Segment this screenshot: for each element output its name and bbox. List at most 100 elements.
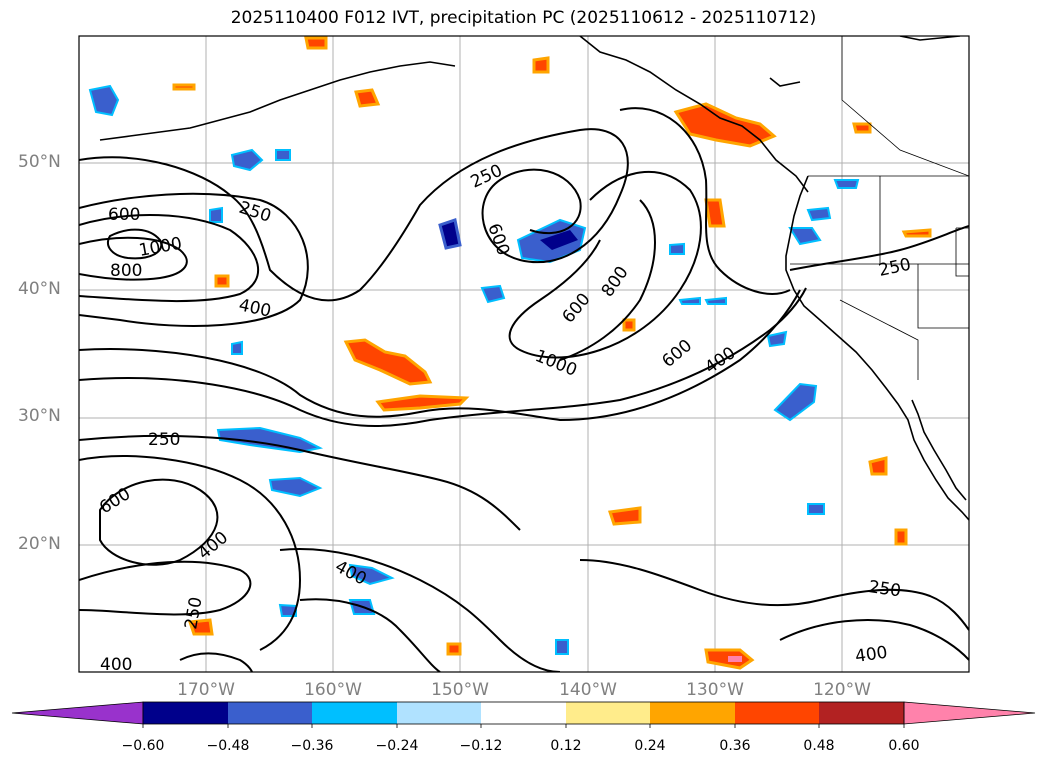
precip-area (608, 506, 642, 526)
precip-area (669, 242, 685, 255)
precip-area (678, 296, 701, 305)
precip-area (704, 296, 727, 305)
contour-label: 800 (110, 261, 142, 281)
precip-area (230, 148, 264, 172)
precip-area (704, 198, 726, 228)
ivt-contours (79, 107, 969, 672)
precip-area (172, 83, 196, 91)
lon-label-150w: 150°W (431, 680, 489, 700)
precip-area (622, 318, 636, 332)
lon-label-160w: 160°W (304, 680, 362, 700)
colorbar-tick-label: −0.24 (375, 738, 419, 754)
colorbar-tick-label: 0.48 (803, 738, 835, 754)
precip-area (375, 394, 470, 412)
precip-area (209, 206, 223, 223)
precip-area (773, 382, 818, 422)
precip-area (304, 36, 328, 50)
ivt-contour (559, 199, 656, 361)
colorbar-tick-label: 0.60 (888, 738, 920, 754)
contour-label: 600 (108, 205, 140, 225)
map-panel: 250 250 600 1000 800 400 250 600 400 250… (78, 35, 970, 675)
precip-area (901, 228, 932, 238)
precip-area (231, 340, 243, 355)
precip-area (343, 338, 433, 386)
colorbar-extend-left (11, 701, 144, 725)
precip-area (278, 603, 297, 617)
colorbar-tick-label: 0.24 (634, 738, 666, 754)
precip-area (268, 476, 323, 498)
lon-label-130w: 130°W (686, 680, 744, 700)
ivt-contour (179, 652, 253, 672)
colorbar-segment (397, 702, 481, 724)
contour-label: 250 (148, 430, 180, 450)
ivt-contour (99, 478, 219, 566)
ivt-contour (79, 434, 521, 531)
precip-negative-areas (88, 84, 860, 655)
map-background (79, 36, 969, 672)
precip-area (852, 122, 872, 134)
precip-area (868, 456, 888, 476)
ivt-contour (279, 548, 561, 672)
precip-area (532, 56, 550, 74)
precip-area (214, 274, 230, 288)
colorbar-tick-label: 0.12 (550, 738, 582, 754)
ivt-contour (579, 559, 969, 631)
ivt-contour (79, 236, 188, 281)
colorbar-extend-right (903, 701, 1036, 725)
ivt-contour (508, 170, 702, 359)
precip-area (894, 528, 908, 546)
colorbar-tick-label: −0.60 (121, 738, 165, 754)
precip-area (275, 149, 291, 161)
precip-area (540, 230, 578, 250)
ivt-contour (79, 560, 252, 616)
precip-area (480, 284, 506, 304)
colorbar-tick-label: −0.36 (290, 738, 334, 754)
ivt-contour (299, 598, 441, 672)
precip-area (354, 88, 381, 108)
precip-area (348, 563, 395, 586)
precip-area (187, 618, 214, 636)
lat-label-40n: 40°N (18, 279, 61, 299)
colorbar-tick-label: −0.48 (206, 738, 250, 754)
ivt-contour (107, 228, 163, 260)
colorbar-tick-label: −0.12 (459, 738, 503, 754)
colorbar-segment (819, 702, 904, 724)
colorbar-segment (312, 702, 397, 724)
contour-label: 400 (100, 655, 132, 675)
colorbar-outline (142, 701, 905, 725)
precip-area (555, 639, 569, 655)
contour-label: 250 (867, 577, 902, 601)
ivt-contour (619, 107, 791, 295)
map-title: 2025110400 F012 IVT, precipitation PC (2… (230, 8, 817, 28)
precip-positive-areas (172, 36, 932, 670)
precip-area (728, 656, 742, 662)
precip-area (216, 426, 324, 454)
colorbar (11, 701, 1036, 728)
lon-label-120w: 120°W (813, 680, 871, 700)
precip-area (88, 84, 120, 117)
precip-area (807, 503, 825, 515)
colorbar-segment (650, 702, 735, 724)
ivt-contour (789, 225, 969, 271)
political-borders (790, 36, 969, 380)
lon-label-140w: 140°W (559, 680, 617, 700)
precip-area (788, 227, 822, 246)
ivt-contour (79, 455, 302, 651)
lat-label-50n: 50°N (18, 152, 61, 172)
precip-area (446, 642, 462, 656)
ivt-contour (79, 128, 629, 302)
precip-area (766, 330, 788, 348)
precip-area (833, 179, 860, 189)
ivt-contour (79, 213, 259, 303)
precip-area (438, 218, 462, 250)
colorbar-tick-label: 0.36 (719, 738, 751, 754)
ivt-contour (779, 619, 969, 661)
ivt-contour (79, 192, 309, 327)
precip-area (806, 206, 832, 222)
contour-label: 400 (854, 643, 889, 667)
colorbar-segment (566, 702, 650, 724)
colorbar-segment (735, 702, 819, 724)
map-frame (78, 35, 970, 673)
colorbar-segment (228, 702, 312, 724)
precip-area (673, 102, 777, 148)
